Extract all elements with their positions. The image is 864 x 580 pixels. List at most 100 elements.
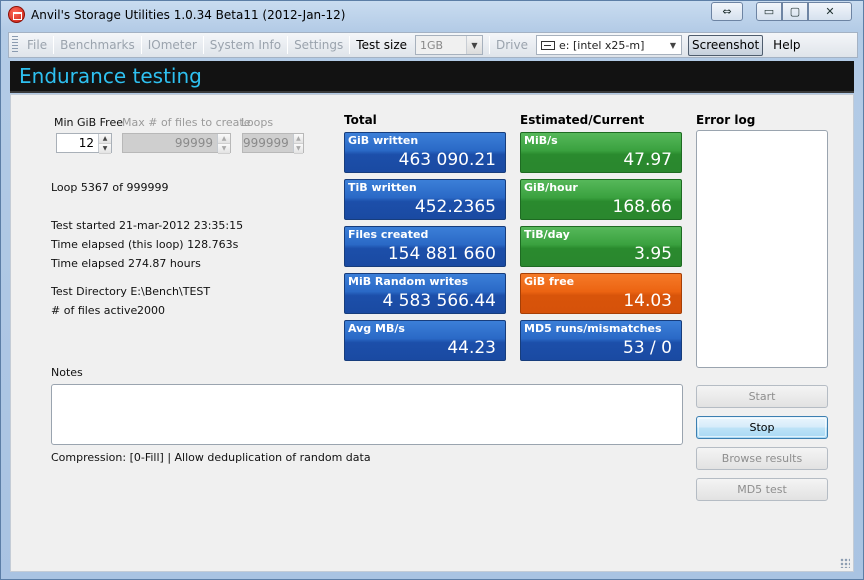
menu-separator <box>53 36 55 54</box>
title-bar: Anvil's Storage Utilities 1.0.34 Beta11 … <box>1 1 863 29</box>
menu-separator <box>349 36 351 54</box>
tile-gib-per-hour: GiB/hour 168.66 <box>520 179 682 220</box>
notes-field[interactable] <box>51 384 683 445</box>
chevron-up-icon[interactable]: ▲ <box>218 134 230 144</box>
tile-mib-random-writes: MiB Random writes 4 583 566.44 <box>344 273 506 314</box>
tile-label: MD5 runs/mismatches <box>524 322 662 335</box>
files-active-label: # of files active <box>51 304 138 317</box>
maximize-button[interactable]: ▢ <box>782 2 808 21</box>
resize-grip[interactable] <box>840 558 850 568</box>
menu-iometer[interactable]: IOmeter <box>147 38 197 52</box>
compression-info: Compression: [0-Fill] | Allow deduplicat… <box>51 451 371 464</box>
tile-label: MiB/s <box>524 134 558 147</box>
chevron-down-icon[interactable]: ▼ <box>99 144 111 154</box>
tile-gib-free: GiB free 14.03 <box>520 273 682 314</box>
tile-label: GiB free <box>524 275 575 288</box>
tile-label: TiB written <box>348 181 417 194</box>
chevron-down-icon[interactable]: ▼ <box>665 36 681 54</box>
menu-settings[interactable]: Settings <box>294 38 344 52</box>
tile-value: 47.97 <box>623 150 672 170</box>
menu-separator <box>489 36 490 54</box>
tile-label: TiB/day <box>524 228 570 241</box>
drive-icon <box>541 40 555 50</box>
estimated-heading: Estimated/Current <box>520 113 645 127</box>
tile-avg-mbs: Avg MB/s 44.23 <box>344 320 506 361</box>
tile-label: MiB Random writes <box>348 275 469 288</box>
screenshot-button[interactable]: Screenshot <box>688 34 764 56</box>
test-size-value: 1GB <box>420 38 444 52</box>
test-size-select[interactable]: 1GB ▼ <box>415 35 483 55</box>
drive-value: e: [intel x25-m] <box>559 38 645 52</box>
chevron-up-icon[interactable]: ▲ <box>99 134 111 144</box>
swap-layout-button[interactable]: ⇔ <box>711 2 743 21</box>
notes-label: Notes <box>51 366 83 379</box>
tile-value: 463 090.21 <box>398 150 496 170</box>
menu-system-info[interactable]: System Info <box>209 38 282 52</box>
error-log-heading: Error log <box>696 113 756 127</box>
menu-benchmarks[interactable]: Benchmarks <box>60 38 135 52</box>
md5-test-button[interactable]: MD5 test <box>696 478 828 501</box>
files-active-value: 2000 <box>137 304 165 317</box>
loops-label: Loops <box>241 116 274 129</box>
tile-label: Avg MB/s <box>348 322 405 335</box>
loops-value: 999999 <box>243 136 289 150</box>
stepper-arrows[interactable]: ▲ ▼ <box>98 134 111 154</box>
min-gib-free-value: 12 <box>78 136 94 150</box>
error-log-box[interactable] <box>696 130 828 368</box>
tile-value: 452.2365 <box>414 197 496 217</box>
tile-value: 154 881 660 <box>387 244 496 264</box>
tile-value: 4 583 566.44 <box>382 291 496 311</box>
chevron-down-icon[interactable]: ▼ <box>293 144 303 154</box>
page-header: Endurance testing <box>10 61 854 93</box>
test-started: Test started 21-mar-2012 23:35:15 <box>51 219 244 232</box>
drive-select[interactable]: e: [intel x25-m] ▼ <box>536 35 682 55</box>
loop-counter: Loop 5367 of 999999 <box>51 181 169 194</box>
start-button[interactable]: Start <box>696 385 828 408</box>
stepper-arrows[interactable]: ▲ ▼ <box>217 134 230 154</box>
tile-tib-written: TiB written 452.2365 <box>344 179 506 220</box>
browse-results-button[interactable]: Browse results <box>696 447 828 470</box>
drive-label: Drive <box>496 38 528 52</box>
tile-files-created: Files created 154 881 660 <box>344 226 506 267</box>
time-elapsed-total: Time elapsed 274.87 hours <box>51 257 201 270</box>
min-gib-free-label: Min GiB Free <box>54 116 123 129</box>
tile-value: 14.03 <box>623 291 672 311</box>
stepper-arrows[interactable]: ▲ ▼ <box>292 134 303 154</box>
page-title: Endurance testing <box>19 64 202 88</box>
time-elapsed-loop: Time elapsed (this loop) 128.763s <box>51 238 239 251</box>
toolbar-grip[interactable] <box>12 36 18 54</box>
tile-gib-written: GiB written 463 090.21 <box>344 132 506 173</box>
test-size-label: Test size <box>356 38 407 52</box>
window-title: Anvil's Storage Utilities 1.0.34 Beta11 … <box>31 8 346 22</box>
app-logo-icon <box>8 6 25 23</box>
drive-value-wrap: e: [intel x25-m] <box>537 39 665 52</box>
tile-mib-per-second: MiB/s 47.97 <box>520 132 682 173</box>
tile-value: 44.23 <box>447 338 496 358</box>
menu-separator <box>140 36 142 54</box>
endurance-panel: Min GiB Free 12 ▲ ▼ Max # of files to cre… <box>10 94 854 572</box>
max-files-label: Max # of files to create <box>122 116 251 129</box>
loops-stepper[interactable]: 999999 ▲ ▼ <box>242 133 304 154</box>
tile-value: 3.95 <box>634 244 672 264</box>
menu-help[interactable]: Help <box>773 38 801 52</box>
menu-separator <box>202 36 204 54</box>
minimize-button[interactable]: ▭ <box>756 2 782 21</box>
chevron-down-icon[interactable]: ▼ <box>466 36 482 54</box>
min-gib-free-stepper[interactable]: 12 ▲ ▼ <box>56 133 112 154</box>
stop-button[interactable]: Stop <box>696 416 828 439</box>
close-button[interactable]: ✕ <box>808 2 852 21</box>
menu-separator <box>287 36 289 54</box>
chevron-up-icon[interactable]: ▲ <box>293 134 303 144</box>
test-directory: Test Directory E:\Bench\TEST <box>51 285 211 298</box>
tile-tib-per-day: TiB/day 3.95 <box>520 226 682 267</box>
tile-md5-runs: MD5 runs/mismatches 53 / 0 <box>520 320 682 361</box>
menu-bar: File Benchmarks IOmeter System Info Sett… <box>8 32 858 58</box>
menu-file[interactable]: File <box>27 38 48 52</box>
max-files-stepper[interactable]: 99999 ▲ ▼ <box>122 133 231 154</box>
chevron-down-icon[interactable]: ▼ <box>218 144 230 154</box>
tile-label: GiB written <box>348 134 419 147</box>
tile-label: GiB/hour <box>524 181 578 194</box>
max-files-value: 99999 <box>174 136 213 150</box>
tile-label: Files created <box>348 228 429 241</box>
